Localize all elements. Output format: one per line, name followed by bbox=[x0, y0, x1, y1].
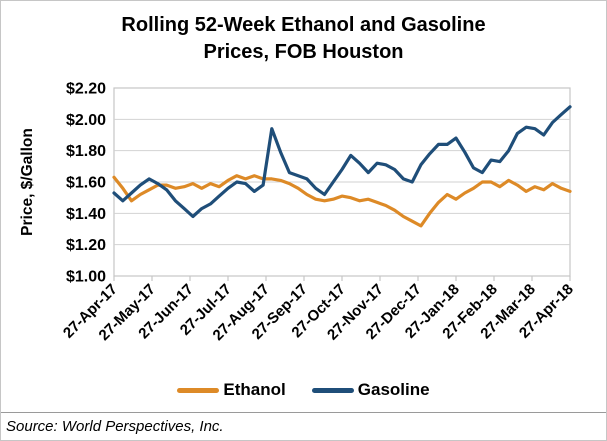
ethanol-legend-line bbox=[177, 387, 220, 393]
gasoline-line bbox=[112, 105, 572, 219]
gasoline-legend-line bbox=[311, 387, 354, 393]
y-tick-label: $1.40 bbox=[66, 206, 106, 223]
y-tick-label: $2.00 bbox=[66, 112, 106, 129]
y-tick-label: $1.00 bbox=[66, 269, 106, 286]
ethanol-legend-label: Ethanol bbox=[223, 380, 286, 399]
chart-legend: Ethanol Gasoline bbox=[1, 380, 606, 400]
chart-title-line2: Prices, FOB Houston bbox=[203, 41, 404, 63]
y-axis-title: Price, $/Gallon bbox=[19, 128, 36, 236]
chart-title-line1: Rolling 52-Week Ethanol and Gasoline bbox=[121, 14, 486, 36]
y-tick-label: $1.20 bbox=[66, 237, 106, 254]
source-divider bbox=[1, 412, 606, 413]
y-tick-label: $1.80 bbox=[66, 143, 106, 160]
chart-title: Rolling 52-Week Ethanol and Gasoline Pri… bbox=[1, 12, 606, 66]
legend-item-gasoline: Gasoline bbox=[311, 380, 430, 400]
source-note: Source: World Perspectives, Inc. bbox=[6, 418, 224, 435]
y-tick-label: $1.60 bbox=[66, 175, 106, 192]
y-tick-label: $2.20 bbox=[66, 81, 106, 98]
plot-svg: $2.20 $2.00 $1.80 $1.60 $1.40 $1.20 $1.00 Price… bbox=[19, 81, 577, 345]
gasoline-legend-label: Gasoline bbox=[357, 380, 430, 399]
legend-item-ethanol: Ethanol bbox=[177, 380, 286, 400]
ethanol-line bbox=[112, 174, 572, 228]
